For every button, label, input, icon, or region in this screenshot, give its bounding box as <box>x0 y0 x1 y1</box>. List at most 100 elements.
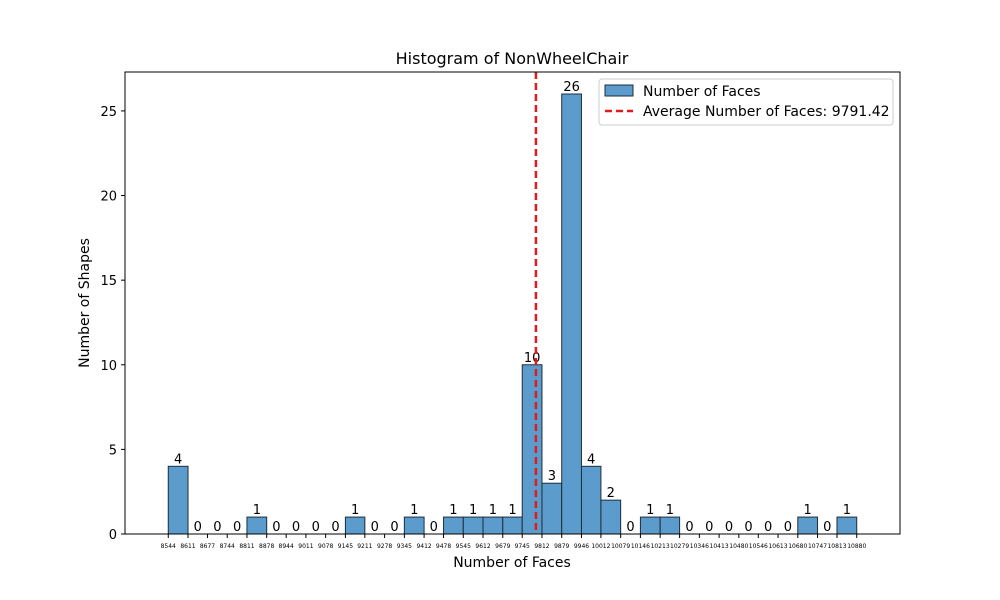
histogram-bar <box>403 516 425 535</box>
y-axis-label: Number of Shapes <box>77 238 93 368</box>
x-tick-label: 9078 <box>318 543 333 550</box>
x-tick-label: 8878 <box>259 543 274 550</box>
x-tick-label: 10346 <box>690 543 709 550</box>
x-tick-label: 10079 <box>611 543 630 550</box>
histogram-bar <box>482 516 504 535</box>
bar-count-label: 0 <box>744 520 752 535</box>
histogram-bar <box>836 516 858 535</box>
y-tick-label: 10 <box>100 359 117 374</box>
x-tick-label: 9545 <box>456 543 471 550</box>
x-tick-label: 9345 <box>397 543 412 550</box>
bar-count-label: 0 <box>312 520 320 535</box>
x-tick-label: 8611 <box>180 543 195 550</box>
histogram-bar <box>167 465 189 535</box>
bar-count-label: 4 <box>587 452 595 467</box>
x-tick-label: 10413 <box>710 543 729 550</box>
histogram-bar <box>561 93 582 535</box>
x-tick-label: 8944 <box>279 543 294 550</box>
x-tick-label: 9612 <box>475 543 490 550</box>
bar-count-label: 0 <box>823 520 831 535</box>
x-tick-label: 10480 <box>729 543 748 550</box>
bar-count-label: 0 <box>764 520 772 535</box>
bar-count-label: 1 <box>253 503 261 518</box>
y-tick-label: 25 <box>100 105 117 120</box>
x-tick-label: 9478 <box>436 543 451 550</box>
histogram-bar <box>344 516 366 535</box>
histogram-bar <box>659 516 681 535</box>
bar-count-label: 1 <box>666 503 674 518</box>
x-tick-label: 10613 <box>768 543 787 550</box>
bar-count-label: 4 <box>174 452 182 467</box>
legend-box <box>598 78 894 126</box>
y-tick-label: 20 <box>100 190 117 205</box>
bar-count-label: 26 <box>563 80 580 95</box>
bar-count-label: 0 <box>725 520 733 535</box>
x-tick-label: 9812 <box>534 543 549 550</box>
histogram-bar <box>600 499 622 535</box>
x-tick-label: 10546 <box>749 543 768 550</box>
x-tick-label: 10680 <box>788 543 807 550</box>
x-tick-label: 8744 <box>220 543 235 550</box>
bar-count-label: 0 <box>685 520 693 535</box>
bar-count-label: 1 <box>351 503 359 518</box>
bar-count-label: 1 <box>489 503 497 518</box>
bar-count-label: 0 <box>784 520 792 535</box>
bar-count-label: 2 <box>607 486 615 501</box>
x-tick-label: 10880 <box>847 543 866 550</box>
bar-count-label: 10 <box>524 351 541 366</box>
x-tick-label: 10813 <box>827 543 846 550</box>
x-tick-label: 10012 <box>591 543 610 550</box>
legend-bar-label: Number of Faces <box>643 84 761 100</box>
x-tick-label: 10146 <box>631 543 650 550</box>
x-tick-label: 9879 <box>554 543 569 550</box>
chart-title: Histogram of NonWheelChair <box>396 49 629 68</box>
histogram-bar <box>462 516 484 535</box>
legend: Number of Faces Average Number of Faces:… <box>598 78 894 126</box>
histogram-bar <box>443 516 464 535</box>
bar-count-label: 0 <box>292 520 300 535</box>
bar-count-label: 0 <box>233 520 241 535</box>
x-tick-label: 9211 <box>357 543 372 550</box>
bar-count-label: 0 <box>390 520 398 535</box>
x-tick-label: 9946 <box>574 543 589 550</box>
x-tick-label: 10279 <box>670 543 689 550</box>
bar-count-label: 0 <box>194 520 202 535</box>
bar-count-label: 0 <box>272 520 280 535</box>
histogram-bar <box>639 516 661 535</box>
bar-count-label: 1 <box>804 503 812 518</box>
histogram-bar <box>541 482 563 535</box>
x-tick-label: 8811 <box>239 543 254 550</box>
bar-count-label: 0 <box>705 520 713 535</box>
x-tick-label: 9412 <box>416 543 431 550</box>
bar-count-label: 1 <box>646 503 654 518</box>
x-tick-label: 8677 <box>200 543 215 550</box>
bar-count-label: 0 <box>626 520 634 535</box>
histogram-bar <box>797 516 819 535</box>
x-tick-label: 9145 <box>338 543 353 550</box>
x-tick-label: 9745 <box>515 543 530 550</box>
axes-frame <box>124 71 901 535</box>
x-tick-label: 9278 <box>377 543 392 550</box>
legend-bar-swatch <box>604 84 634 97</box>
x-tick-label: 10213 <box>651 543 670 550</box>
bar-count-label: 0 <box>213 520 221 535</box>
x-tick-label: 9679 <box>495 543 510 550</box>
y-tick-label: 0 <box>109 528 117 543</box>
bar-count-label: 1 <box>410 503 418 518</box>
bar-count-label: 1 <box>843 503 851 518</box>
bar-count-label: 0 <box>430 520 438 535</box>
y-tick-label: 5 <box>109 443 117 458</box>
bar-count-label: 3 <box>548 469 556 484</box>
bar-count-label: 0 <box>371 520 379 535</box>
y-tick-label: 15 <box>100 274 117 289</box>
histogram-bar <box>246 516 268 535</box>
legend-line-label: Average Number of Faces: 9791.42 <box>643 104 890 120</box>
x-tick-label: 9011 <box>298 543 313 550</box>
x-axis-label: Number of Faces <box>453 555 571 571</box>
bar-count-label: 1 <box>508 503 516 518</box>
bar-count-label: 1 <box>449 503 457 518</box>
bar-count-label: 0 <box>331 520 339 535</box>
x-tick-label: 10747 <box>808 543 827 550</box>
